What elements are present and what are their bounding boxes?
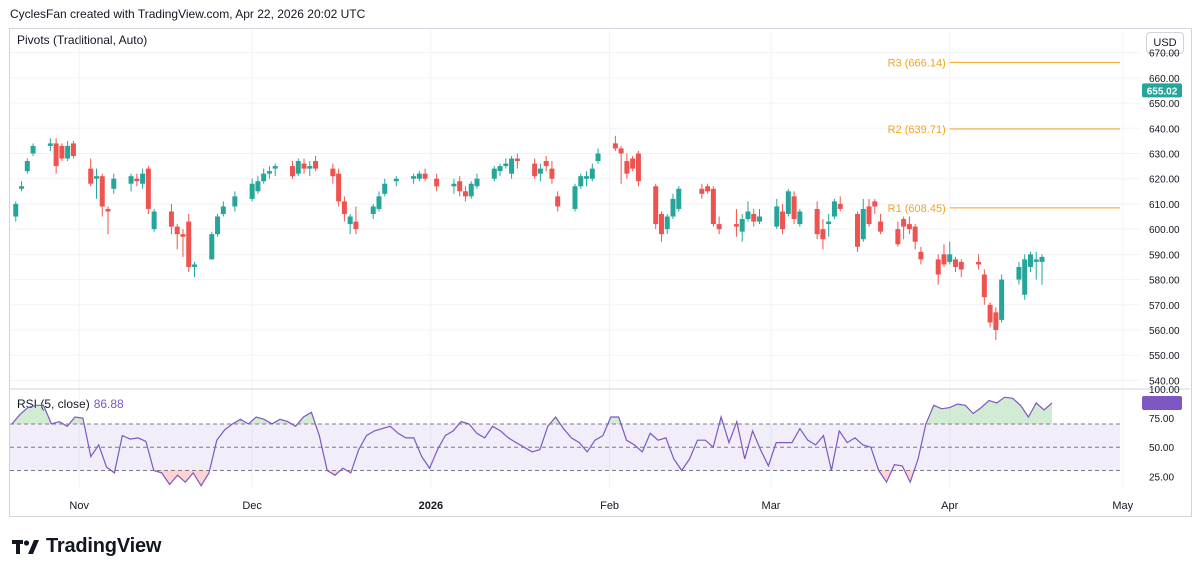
indicator-label[interactable]: Pivots (Traditional, Auto) bbox=[17, 33, 148, 47]
tradingview-logo[interactable]: TradingView bbox=[12, 535, 161, 558]
chart-attribution: CyclesFan created with TradingView.com, … bbox=[10, 7, 366, 21]
tradingview-logo-icon bbox=[12, 539, 39, 554]
rsi-title: RSI (5, close) bbox=[17, 397, 90, 411]
chart-frame bbox=[9, 28, 1192, 517]
currency-button[interactable]: USD bbox=[1146, 32, 1184, 54]
rsi-label[interactable]: RSI (5, close) 86.88 bbox=[17, 397, 124, 411]
tradingview-logo-text: TradingView bbox=[46, 535, 162, 557]
rsi-value: 86.88 bbox=[93, 397, 124, 411]
